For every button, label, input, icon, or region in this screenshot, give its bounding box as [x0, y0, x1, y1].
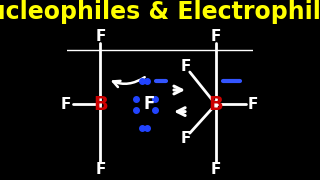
Text: F: F [143, 95, 155, 113]
Text: Nucleophiles & Electrophiles: Nucleophiles & Electrophiles [0, 0, 320, 24]
Text: F: F [181, 131, 191, 146]
Text: F: F [181, 59, 191, 74]
Text: F: F [211, 28, 221, 44]
Text: F: F [95, 162, 106, 177]
Text: B: B [93, 95, 108, 114]
Text: F: F [211, 162, 221, 177]
Text: F: F [95, 28, 106, 44]
Text: F: F [60, 97, 71, 112]
Text: B: B [208, 95, 223, 114]
FancyArrowPatch shape [113, 77, 145, 87]
Text: F: F [247, 97, 258, 112]
